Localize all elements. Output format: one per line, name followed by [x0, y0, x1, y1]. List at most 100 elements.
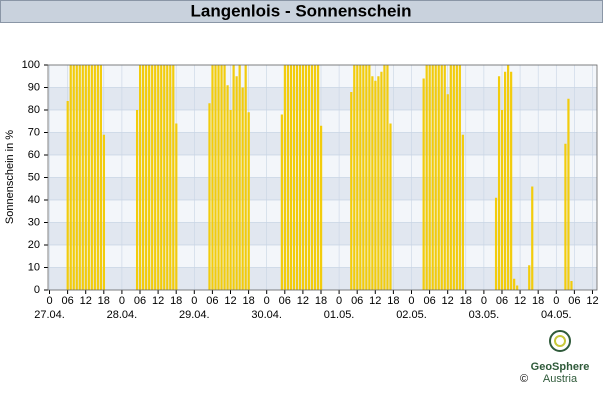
bar — [87, 65, 90, 290]
x-tick-label: 12 — [514, 295, 526, 307]
x-tick-label: 12 — [224, 295, 236, 307]
day-label: 27.04. — [34, 309, 65, 321]
x-tick-label: 06 — [61, 295, 73, 307]
x-tick-label: 0 — [336, 295, 342, 307]
x-tick-label: 18 — [170, 295, 182, 307]
bar — [307, 65, 311, 290]
bar — [513, 278, 516, 290]
bar — [567, 98, 570, 290]
grid-band — [48, 87, 597, 110]
bar — [301, 65, 305, 290]
bar — [280, 114, 283, 290]
x-tick-label: 18 — [98, 295, 110, 307]
y-tick-label: 50 — [28, 171, 40, 183]
bar — [353, 65, 356, 290]
bar — [99, 65, 102, 290]
bar — [84, 65, 87, 290]
bar — [452, 65, 455, 290]
bar — [148, 65, 151, 290]
x-tick-label: 0 — [553, 295, 559, 307]
bar — [507, 65, 510, 290]
x-tick-label: 18 — [460, 295, 472, 307]
day-label: 29.04. — [179, 309, 210, 321]
bar — [247, 112, 250, 290]
bar — [295, 65, 299, 290]
bar — [362, 65, 365, 290]
day-label: 04.05. — [541, 309, 572, 321]
bar — [226, 85, 229, 290]
bar — [90, 65, 93, 290]
day-label: 30.04. — [251, 309, 282, 321]
bar — [286, 65, 290, 290]
bar — [66, 101, 69, 290]
bar — [510, 71, 513, 290]
x-tick-label: 0 — [119, 295, 125, 307]
bar — [374, 80, 377, 290]
bar — [172, 65, 175, 290]
x-tick-label: 0 — [408, 295, 414, 307]
day-label: 28.04. — [107, 309, 138, 321]
bar — [359, 65, 362, 290]
x-tick-label: 0 — [191, 295, 197, 307]
bar — [365, 65, 368, 290]
bar — [244, 65, 247, 290]
bar — [319, 125, 323, 290]
y-tick-label: 100 — [22, 59, 40, 71]
bar — [78, 65, 81, 290]
y-tick-label: 20 — [28, 239, 40, 251]
bar — [377, 76, 380, 290]
grid-band — [48, 110, 597, 133]
y-tick-label: 40 — [28, 194, 40, 206]
bar — [102, 134, 106, 290]
bar — [455, 65, 458, 290]
bar — [434, 65, 437, 290]
x-tick-label: 06 — [134, 295, 146, 307]
bar — [431, 65, 434, 290]
y-tick-label: 70 — [28, 126, 40, 138]
bar — [368, 65, 371, 290]
x-tick-label: 06 — [496, 295, 508, 307]
y-tick-label: 60 — [28, 149, 40, 161]
logo: GeoSphere Austria © — [520, 330, 589, 385]
x-tick-label: 06 — [206, 295, 218, 307]
bar — [371, 76, 374, 290]
logo-swirl — [554, 335, 566, 347]
bar — [350, 92, 353, 290]
bar — [497, 76, 501, 290]
y-tick-label: 0 — [34, 284, 40, 296]
bar — [154, 65, 157, 290]
grid-band — [48, 245, 597, 268]
x-tick-label: 12 — [297, 295, 309, 307]
bar — [500, 110, 504, 290]
x-tick-label: 06 — [568, 295, 580, 307]
chart-title: Langenlois - Sonnenschein — [190, 1, 411, 20]
grid-band — [48, 177, 597, 200]
x-tick-label: 18 — [315, 295, 327, 307]
bar — [289, 65, 293, 290]
bar — [283, 65, 286, 290]
grid-band — [48, 200, 597, 223]
bar — [93, 65, 96, 290]
bar — [383, 65, 386, 290]
grid-band — [48, 132, 597, 155]
bar — [531, 186, 534, 290]
bar — [570, 281, 573, 290]
y-tick-label: 80 — [28, 104, 40, 116]
day-label: 03.05. — [469, 309, 500, 321]
bar — [564, 143, 567, 290]
bar — [304, 65, 308, 290]
grid-band — [48, 155, 597, 178]
x-tick-label: 06 — [423, 295, 435, 307]
bar — [238, 65, 241, 290]
bar — [422, 78, 425, 290]
bar — [75, 65, 78, 290]
grid-band — [48, 65, 597, 88]
bar — [235, 76, 238, 290]
x-tick-label: 12 — [442, 295, 454, 307]
bar — [166, 65, 169, 290]
bar — [440, 65, 443, 290]
bar — [145, 65, 148, 290]
x-tick-label: 12 — [586, 295, 598, 307]
bar — [313, 65, 317, 290]
